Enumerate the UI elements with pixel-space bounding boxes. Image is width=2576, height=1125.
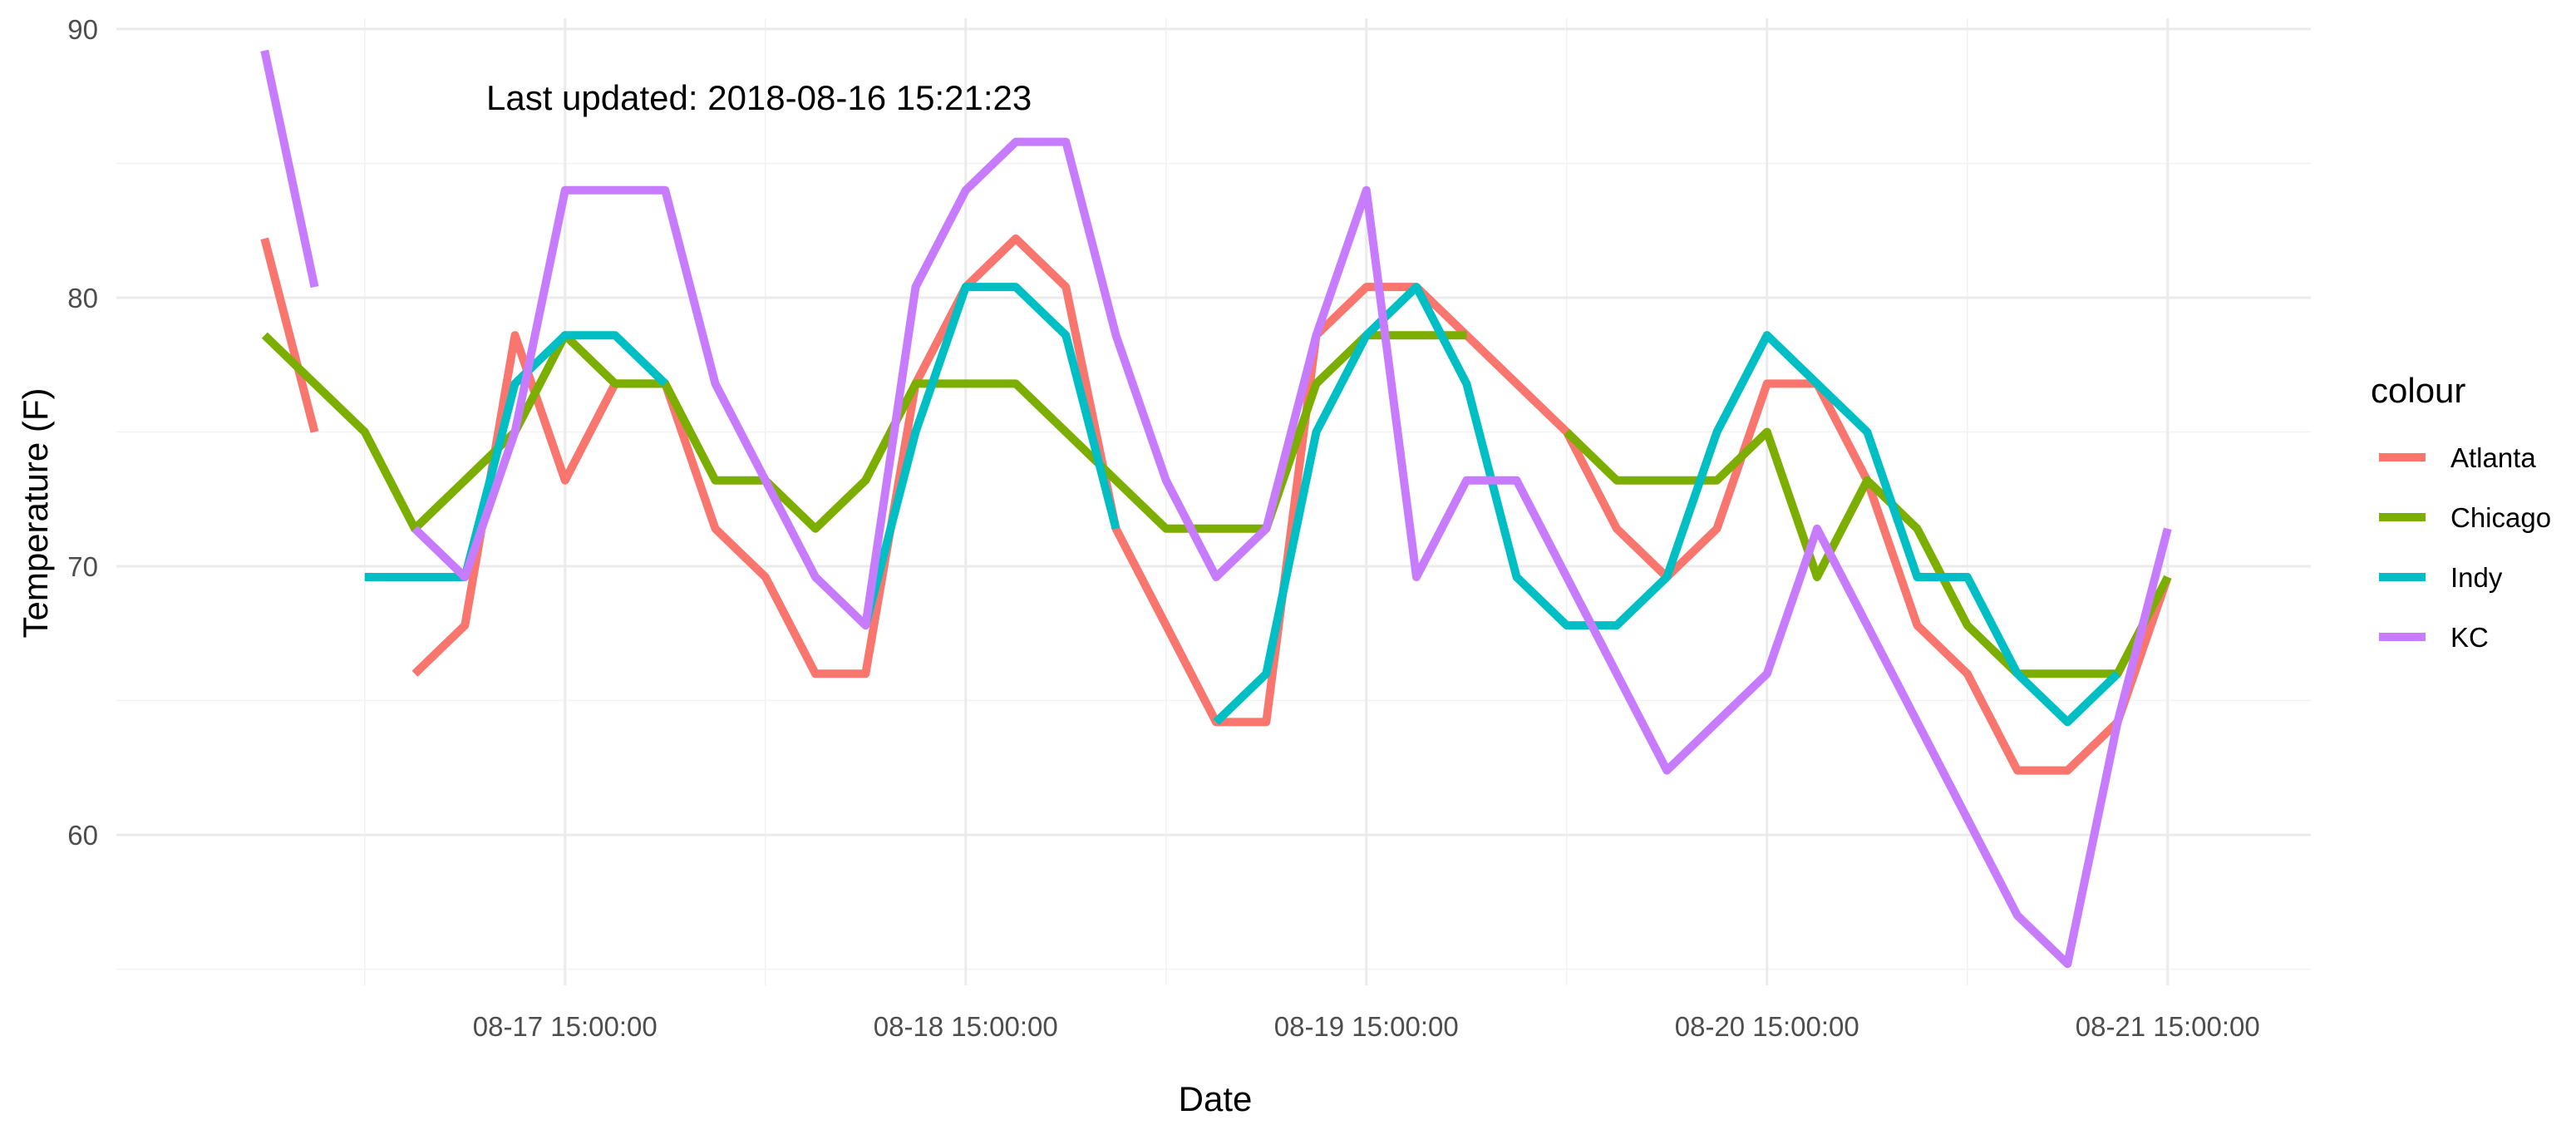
major-gridlines	[116, 18, 2311, 985]
series-line-indy	[861, 283, 1121, 627]
series-line-chicago	[1564, 427, 2172, 678]
x-axis-title: Date	[1179, 1079, 1253, 1118]
legend-items: Atlanta Chicago Indy KC	[2379, 442, 2551, 653]
legend-label-atlanta: Atlanta	[2450, 442, 2536, 473]
series-line-kc	[260, 49, 319, 289]
y-tick-label: 60	[67, 820, 98, 851]
x-tick-label: 08-21 15:00:00	[2076, 1011, 2260, 1042]
x-tick-label: 08-17 15:00:00	[473, 1011, 658, 1042]
y-tick-label: 80	[67, 283, 98, 313]
series-line-atlanta	[411, 234, 2172, 775]
legend: colour Atlanta Chicago Indy KC	[2371, 371, 2551, 653]
legend-title: colour	[2371, 371, 2465, 410]
y-axis-title: Temperature (F)	[16, 387, 55, 638]
x-axis-tick-labels: 08-17 15:00:00 08-18 15:00:00 08-19 15:00:…	[473, 1011, 2260, 1042]
last-updated-annotation: Last updated: 2018-08-16 15:21:23	[486, 78, 1032, 117]
y-axis-tick-labels: 60 70 80 90	[67, 14, 98, 851]
legend-label-kc: KC	[2450, 622, 2489, 653]
y-tick-label: 90	[67, 14, 98, 45]
minor-gridlines	[116, 18, 2311, 985]
x-tick-label: 08-19 15:00:00	[1274, 1011, 1459, 1042]
x-tick-label: 08-20 15:00:00	[1675, 1011, 1859, 1042]
series-line-indy	[1213, 283, 2120, 727]
legend-label-chicago: Chicago	[2450, 502, 2551, 533]
series-lines	[260, 49, 2172, 969]
series-line-indy	[364, 331, 668, 581]
series-line-kc	[411, 137, 2172, 969]
x-tick-label: 08-18 15:00:00	[874, 1011, 1058, 1042]
y-tick-label: 70	[67, 551, 98, 582]
legend-label-indy: Indy	[2450, 562, 2503, 593]
series-line-atlanta	[260, 237, 319, 433]
